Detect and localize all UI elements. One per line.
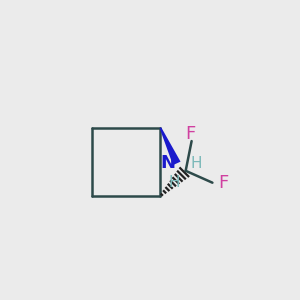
Text: H: H — [190, 156, 202, 171]
Text: F: F — [219, 174, 229, 192]
Text: F: F — [185, 125, 195, 143]
Text: N: N — [160, 154, 175, 172]
Polygon shape — [160, 127, 181, 165]
Text: H: H — [168, 175, 179, 190]
